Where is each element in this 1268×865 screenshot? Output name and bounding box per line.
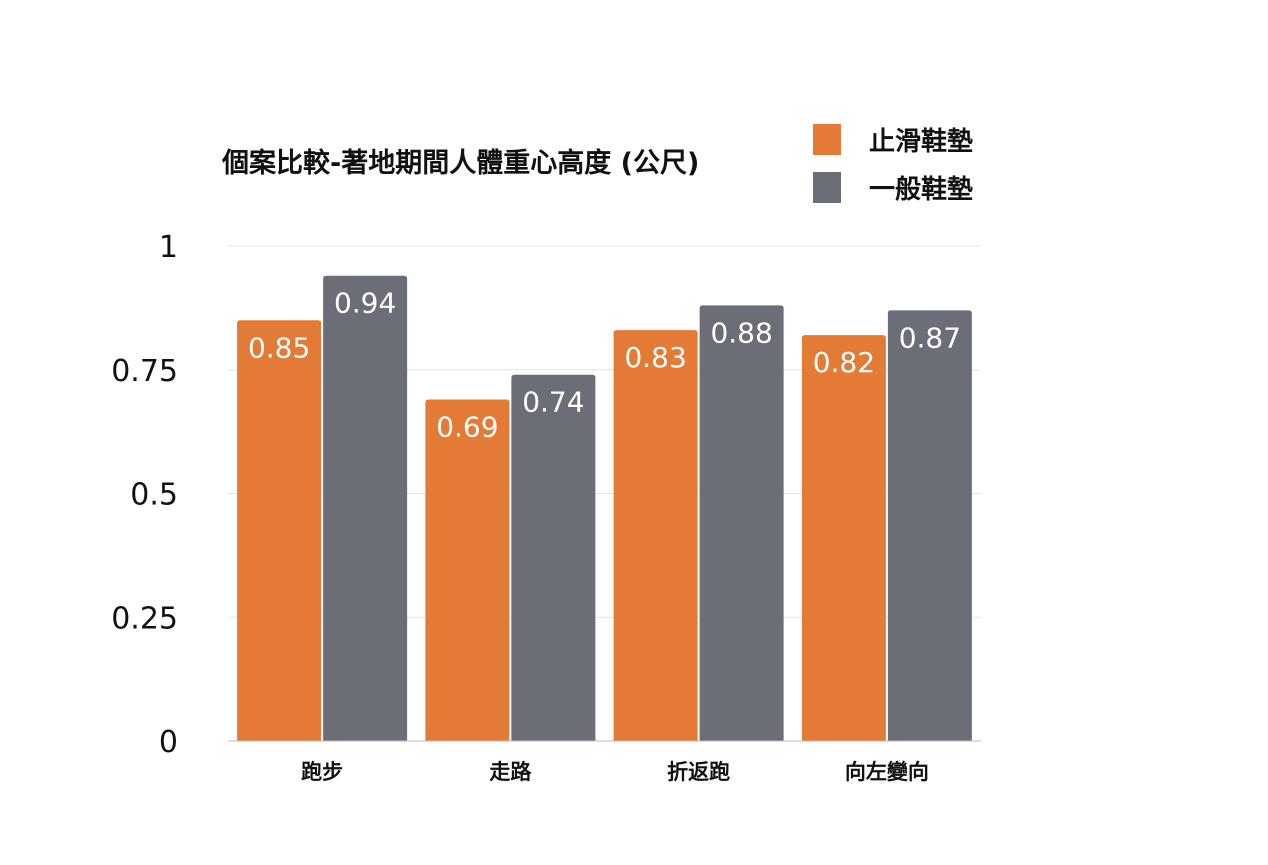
bar [613, 330, 698, 741]
x-tick-label: 走路 [489, 760, 532, 784]
legend-item-series-1: 止滑鞋墊 [813, 124, 974, 157]
bar [323, 275, 408, 741]
bar [801, 335, 886, 741]
data-label: 0.85 [248, 331, 310, 364]
bar [511, 374, 596, 741]
legend: 止滑鞋墊 一般鞋墊 [813, 124, 973, 220]
x-tick-label: 向左變向 [845, 760, 929, 784]
x-axis-tick-labels: 跑步 走路 折返跑 向左變向 [301, 760, 929, 784]
data-label: 0.87 [899, 321, 961, 354]
bar [425, 399, 510, 741]
data-label: 0.82 [813, 346, 875, 379]
y-tick-label: 0 [159, 725, 178, 760]
x-tick-label: 跑步 [301, 760, 343, 784]
bars [237, 275, 972, 741]
bar [699, 305, 784, 741]
data-label: 0.88 [710, 316, 772, 349]
legend-label-series-1: 止滑鞋墊 [869, 127, 974, 157]
bar [237, 320, 322, 741]
y-tick-label: 1 [159, 230, 178, 265]
bar [887, 310, 972, 741]
y-tick-label: 0.75 [111, 354, 178, 389]
legend-swatch-series-2 [813, 172, 841, 203]
x-tick-label: 折返跑 [667, 760, 730, 784]
y-tick-label: 0.25 [111, 601, 178, 636]
legend-swatch-series-1 [813, 124, 841, 155]
data-label: 0.83 [624, 341, 686, 374]
chart-title: 個案比較-著地期間人體重心高度 (公尺) [221, 147, 699, 179]
data-labels: 0.85 0.94 0.69 0.74 0.83 0.88 0.82 0.87 [248, 287, 961, 444]
y-axis-tick-labels: 0 0.25 0.5 0.75 1 [111, 230, 178, 760]
data-label: 0.69 [436, 410, 498, 443]
legend-label-series-2: 一般鞋墊 [869, 175, 974, 205]
data-label: 0.94 [334, 287, 396, 320]
data-label: 0.74 [522, 386, 584, 419]
y-tick-label: 0.5 [130, 478, 178, 513]
legend-item-series-2: 一般鞋墊 [813, 172, 974, 205]
